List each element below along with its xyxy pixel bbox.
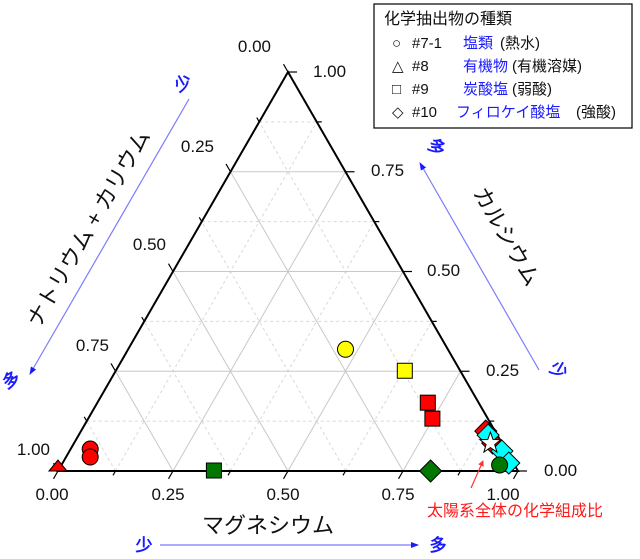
grid-line [172,271,289,472]
data-points [47,340,521,483]
left-axis-title: ナトリウム + カリウム [22,125,155,331]
legend-id: #7-1 [412,35,442,52]
right-tick-0.00: 0.00 [544,461,577,480]
solar-star-marker [478,430,503,454]
bottom-tick-1.00: 1.00 [486,485,519,504]
tick [198,216,203,222]
tick [256,117,260,123]
solar-composition-annotation: 太陽系全体の化学組成比 [427,502,603,520]
tick [225,163,232,173]
red-triangle-marker [47,459,69,472]
legend-id: #9 [412,81,429,98]
tick [141,316,145,322]
right-tick-0.25: 0.25 [486,361,519,380]
left-tick-0.00: 0.00 [238,37,271,56]
grid-line [345,321,433,472]
right-few-label: 少 [546,357,571,382]
legend-note: (熱水) [500,35,540,52]
green-diamond-marker [418,459,443,483]
tick [52,470,59,480]
left-tick-0.25: 0.25 [181,137,214,156]
annotation-arrow [470,460,484,489]
circle-icon: ○ [392,35,401,52]
right-axis-ticks: 1.00 0.75 0.50 0.25 0.00 [313,62,577,480]
red-square-marker [419,394,436,411]
legend-note: (強酸) [576,104,616,121]
legend-item-phyllosilicates: ◇ #10 フィロケイ酸塩 (強酸) [392,104,616,121]
bottom-tick-0.25: 0.25 [151,485,184,504]
red-circle-marker [81,448,99,466]
diamond-icon: ◇ [392,104,404,121]
legend-name: 炭酸塩 [463,81,508,98]
tick [112,470,117,476]
legend-id: #8 [412,58,429,75]
right-many-label: 多 [425,134,450,160]
right-tick-1.00: 1.00 [313,62,346,81]
tick [227,470,232,476]
bottom-axis-title: マグネシウム [202,513,334,538]
legend-box [373,3,633,129]
bottom-tick-0.00: 0.00 [35,485,68,504]
tick [342,470,347,476]
legend-name: 有機物 [463,58,508,75]
bottom-few-label: 少 [135,536,153,555]
bottom-many-label: 多 [430,535,447,555]
grid-line [230,171,404,472]
tick [397,470,404,480]
left-many-label: 多 [0,367,23,393]
legend-note: (有機溶媒) [512,58,582,75]
legend-title: 化学抽出物の種類 [384,10,512,28]
tick [167,470,174,480]
grid-line [115,371,174,472]
left-tick-0.75: 0.75 [76,336,109,355]
left-direction-arrow [29,98,190,375]
left-tick-1.00: 1.00 [17,440,50,459]
tick [457,470,462,476]
legend: 化学抽出物の種類 ○ #7-1 塩類 (熱水) △ #8 有機物 (有機溶媒) … [373,3,633,129]
yellow-square-marker [396,362,413,379]
triangle-icon: △ [392,58,404,75]
legend-id: #10 [412,104,437,121]
legend-item-salts: ○ #7-1 塩類 (熱水) [392,35,540,52]
tick [167,263,174,272]
legend-note: (弱酸) [512,81,552,98]
grid-line [287,271,404,472]
green-circle-marker [491,456,509,474]
right-tick-0.50: 0.50 [427,261,460,280]
legend-item-carbonates: □ #9 炭酸塩 (弱酸) [392,81,552,98]
bottom-axis-ticks: 0.00 0.25 0.50 0.75 1.00 [35,485,519,504]
right-direction-arrow [419,162,540,371]
yellow-circle-marker [337,340,354,358]
tick [512,470,519,480]
grid-line [115,121,318,472]
legend-item-organics: △ #8 有機物 (有機溶媒) [392,58,582,75]
red-square-marker [424,410,441,427]
grid-line [201,221,346,472]
legend-name: フィロケイ酸塩 [456,104,560,121]
tick [110,363,117,372]
grid-line [143,321,231,472]
bottom-tick-0.50: 0.50 [266,485,299,504]
left-axis-ticks: 0.00 0.25 0.50 0.75 1.00 [17,37,271,459]
left-few-label: 少 [170,71,195,96]
green-square-marker [205,462,222,479]
right-tick-0.75: 0.75 [371,161,404,180]
right-axis-title: カルシウム [468,182,545,290]
bottom-tick-0.75: 0.75 [381,485,414,504]
square-icon: □ [392,81,401,98]
tick [282,470,289,480]
tick [282,63,289,73]
legend-name: 塩類 [463,35,493,52]
axis-ticks [52,63,527,480]
tick [83,416,88,422]
left-tick-0.50: 0.50 [133,235,166,254]
